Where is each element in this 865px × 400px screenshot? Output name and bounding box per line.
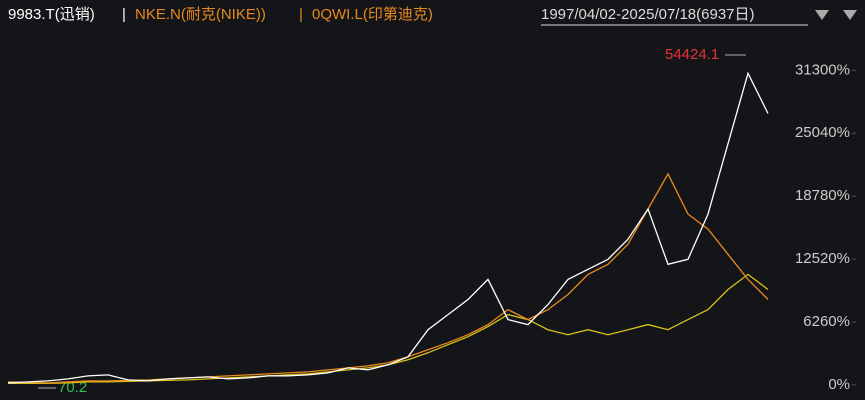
y-tick-label: 31300% [795, 61, 850, 78]
separator: | [299, 6, 303, 23]
legend-entry: NKE.N(耐克(NIKE)) [135, 6, 266, 23]
y-tick-label: 25040% [795, 124, 850, 141]
series-line [7, 71, 769, 384]
y-tick-label: 0% [828, 376, 850, 393]
legend-entry: 9983.T(迅销) [8, 6, 95, 23]
dropdown-icon[interactable] [843, 10, 857, 20]
dropdown-icon[interactable] [815, 10, 829, 20]
y-tick-label: 6260% [803, 313, 850, 330]
separator: | [122, 6, 126, 23]
max-label: 54424.1 [665, 46, 719, 63]
y-tick-label: 12520% [795, 250, 850, 267]
y-tick-label: 18780% [795, 187, 850, 204]
date-range[interactable]: 1997/04/02-2025/07/18(6937日) [541, 6, 755, 23]
legend-entry: 0QWI.L(印第迪克) [312, 5, 433, 23]
